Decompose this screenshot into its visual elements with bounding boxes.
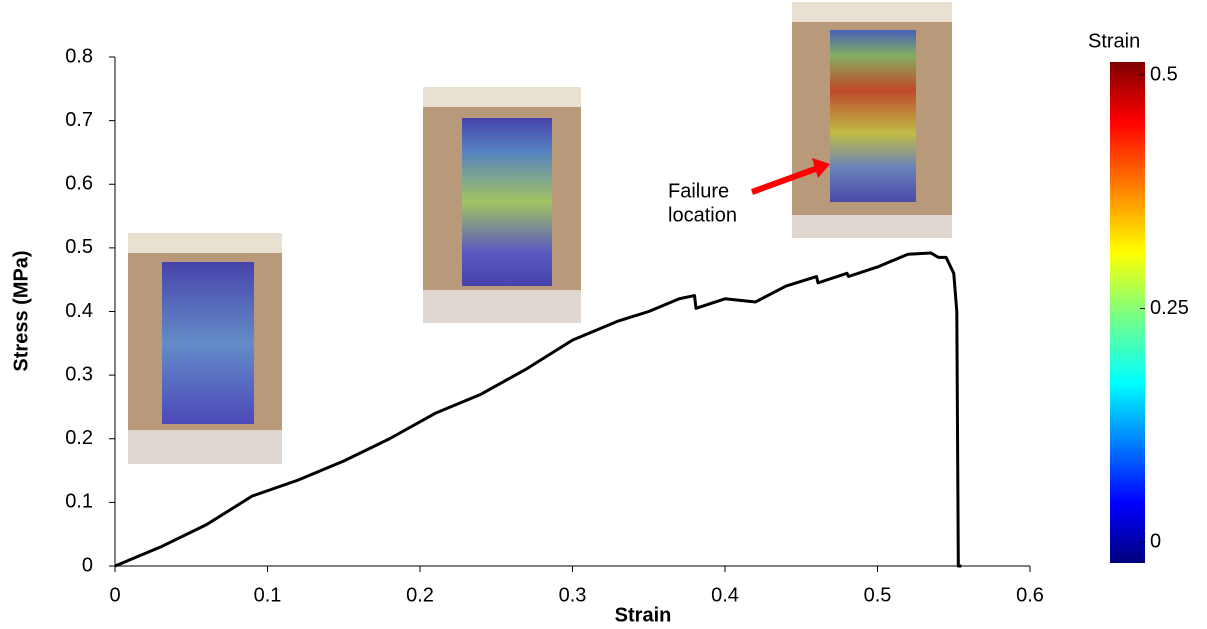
x-axis-label: Strain (615, 604, 672, 626)
line (114, 251, 962, 568)
y-tick-label: 0.1 (65, 491, 93, 513)
x-tick-label: 0.2 (406, 584, 434, 606)
y-tick-label: 0.4 (65, 300, 93, 322)
y-tick-label: 0.3 (65, 363, 93, 385)
y-tick-label: 0.8 (65, 45, 93, 67)
inset-image (792, 2, 952, 238)
colorbar-title: Strain (1088, 30, 1140, 52)
colorbar (1110, 62, 1145, 563)
x-tick-label: 0.5 (864, 584, 892, 606)
arrow (750, 165, 820, 195)
y-tick-label: 0.7 (65, 109, 93, 131)
y-tick-label: 0 (82, 554, 93, 576)
annotation: Failure (668, 180, 729, 202)
colorbar-tick-label: 0 (1150, 530, 1161, 552)
annotation: location (668, 204, 737, 226)
x-tick-label: 0.3 (559, 584, 587, 606)
x-tick-label: 0 (109, 584, 120, 606)
inset-image (423, 87, 581, 323)
colorbar-tick-label: 0.5 (1150, 63, 1178, 85)
x-tick-label: 0.6 (1016, 584, 1044, 606)
arrow-head (812, 158, 830, 178)
y-axis-label: Stress (MPa) (10, 250, 32, 371)
colorbar-tick-label: 0.25 (1150, 297, 1189, 319)
x-tick-label: 0.1 (254, 584, 282, 606)
x-tick-label: 0.4 (711, 584, 739, 606)
y-tick-label: 0.5 (65, 236, 93, 258)
y-tick-label: 0.6 (65, 173, 93, 195)
inset-image (128, 233, 282, 464)
y-tick-label: 0.2 (65, 427, 93, 449)
